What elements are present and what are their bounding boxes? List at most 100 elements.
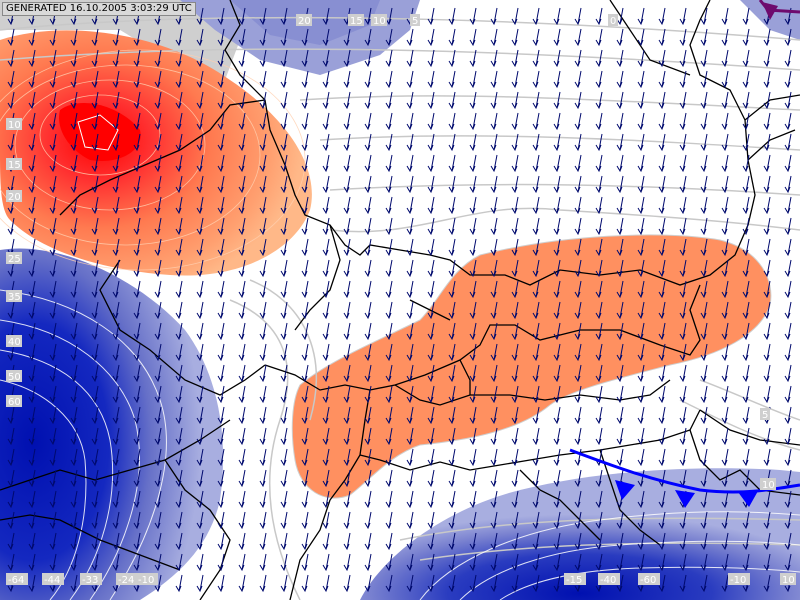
wind-arrow bbox=[49, 427, 57, 446]
wind-arrow bbox=[217, 511, 225, 530]
isoline-label: 50 bbox=[8, 372, 21, 383]
wind-arrow bbox=[364, 217, 372, 236]
wind-arrow bbox=[28, 385, 36, 404]
wind-arrow bbox=[238, 196, 246, 215]
wind-arrow bbox=[112, 280, 120, 299]
wind-arrow bbox=[133, 448, 141, 467]
wind-arrow bbox=[259, 49, 267, 68]
wind-arrow bbox=[112, 70, 120, 89]
wind-arrow bbox=[448, 259, 456, 278]
wind-arrow bbox=[280, 175, 288, 194]
wind-arrow bbox=[574, 196, 582, 215]
wind-arrow bbox=[322, 217, 330, 236]
wind-arrow bbox=[616, 532, 624, 551]
wind-arrow bbox=[49, 70, 57, 89]
wind-arrow bbox=[196, 196, 204, 215]
wind-arrow bbox=[301, 469, 309, 488]
wind-arrow bbox=[196, 217, 204, 236]
wind-arrow bbox=[280, 322, 288, 341]
wind-arrow bbox=[322, 196, 330, 215]
wind-arrow bbox=[364, 112, 372, 131]
wind-arrow bbox=[301, 175, 309, 194]
wind-arrow bbox=[133, 406, 141, 425]
wind-arrow bbox=[553, 301, 561, 320]
wind-arrow bbox=[238, 385, 246, 404]
wind-arrow bbox=[763, 259, 771, 278]
wind-arrow bbox=[112, 553, 120, 572]
wind-arrow bbox=[616, 259, 624, 278]
wind-arrow bbox=[28, 280, 36, 299]
wind-arrow bbox=[637, 133, 645, 152]
wind-arrow bbox=[91, 385, 99, 404]
wind-arrow bbox=[595, 238, 603, 257]
isoline-label-bg bbox=[348, 14, 364, 26]
isoline-label-bg bbox=[296, 14, 312, 26]
wind-arrow bbox=[70, 511, 78, 530]
wind-arrow bbox=[490, 511, 498, 530]
wind-arrow bbox=[49, 112, 57, 131]
wind-arrow bbox=[280, 259, 288, 278]
wind-arrow bbox=[217, 469, 225, 488]
wind-arrow bbox=[427, 259, 435, 278]
wind-arrow bbox=[70, 574, 78, 593]
wind-arrow bbox=[70, 175, 78, 194]
wind-arrow bbox=[658, 70, 666, 89]
wind-arrow bbox=[763, 280, 771, 299]
wind-arrow bbox=[196, 469, 204, 488]
wind-arrow bbox=[364, 553, 372, 572]
wind-arrow bbox=[238, 112, 246, 131]
wind-arrow bbox=[721, 154, 729, 173]
wind-arrow bbox=[154, 28, 162, 47]
wind-arrow bbox=[112, 448, 120, 467]
wind-arrow bbox=[553, 28, 561, 47]
wind-arrow bbox=[721, 406, 729, 425]
wind-arrow bbox=[112, 49, 120, 68]
wind-arrow bbox=[364, 70, 372, 89]
wind-arrow bbox=[595, 49, 603, 68]
wind-arrow bbox=[175, 511, 183, 530]
wind-arrow bbox=[574, 364, 582, 383]
wind-arrow bbox=[658, 322, 666, 341]
wind-arrow bbox=[112, 259, 120, 278]
wind-arrow bbox=[322, 49, 330, 68]
wind-arrow bbox=[49, 490, 57, 509]
wind-arrow bbox=[616, 112, 624, 131]
wind-arrow bbox=[280, 238, 288, 257]
wind-arrow bbox=[763, 322, 771, 341]
isoline-label-bg bbox=[6, 290, 22, 302]
wind-arrow bbox=[469, 28, 477, 47]
wind-arrow bbox=[196, 70, 204, 89]
wind-arrow bbox=[301, 343, 309, 362]
wind-arrow bbox=[427, 280, 435, 299]
wind-arrow bbox=[385, 469, 393, 488]
wind-arrow bbox=[595, 133, 603, 152]
wind-arrow bbox=[49, 385, 57, 404]
wind-arrow bbox=[301, 133, 309, 152]
isoline-label: 40 bbox=[8, 337, 21, 348]
wind-arrow bbox=[469, 532, 477, 551]
wind-arrow bbox=[406, 301, 414, 320]
wind-arrow bbox=[742, 448, 750, 467]
wind-arrow bbox=[196, 385, 204, 404]
wind-arrow bbox=[259, 238, 267, 257]
wind-arrow bbox=[658, 280, 666, 299]
wind-arrow bbox=[70, 238, 78, 257]
wind-arrow bbox=[238, 448, 246, 467]
wind-arrow bbox=[763, 154, 771, 173]
wind-arrow bbox=[490, 70, 498, 89]
wind-arrow bbox=[175, 574, 183, 593]
wind-arrow bbox=[280, 217, 288, 236]
wind-arrow bbox=[406, 154, 414, 173]
wind-arrow bbox=[448, 133, 456, 152]
wind-arrow bbox=[637, 154, 645, 173]
wind-arrow bbox=[784, 175, 792, 194]
wind-arrow bbox=[364, 427, 372, 446]
wind-arrow bbox=[385, 280, 393, 299]
wind-arrow bbox=[385, 532, 393, 551]
wind-arrow bbox=[427, 574, 435, 593]
isoline-label: -64 bbox=[8, 575, 24, 586]
wind-arrow bbox=[532, 175, 540, 194]
wind-arrow bbox=[280, 7, 288, 26]
wind-arrow bbox=[763, 196, 771, 215]
wind-arrow bbox=[301, 280, 309, 299]
